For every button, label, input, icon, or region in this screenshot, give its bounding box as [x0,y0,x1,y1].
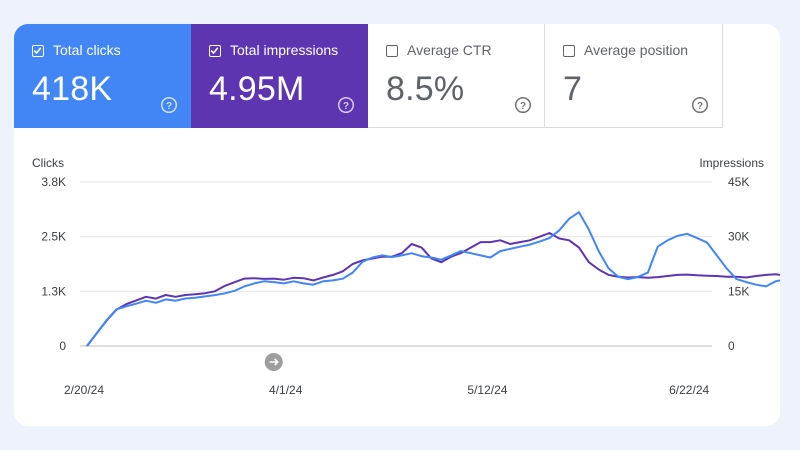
help-circle-icon[interactable]: ? [514,96,532,114]
help-circle-icon[interactable]: ? [160,96,178,114]
right-tick-label: 0 [728,339,735,353]
x-tick-label: 6/22/24 [669,383,709,397]
chart-svg: Clicks Impressions 3.8K 45K 2.5K 30K 1.3K 15K… [32,156,780,397]
right-tick-label: 15K [728,284,749,298]
metric-value: 4.95M [209,70,305,108]
svg-text:?: ? [166,101,172,112]
checkbox-icon[interactable] [209,45,221,57]
performance-card: Total clicks 418K ? Total impressions 4.… [14,24,780,426]
right-axis-title: Impressions [699,156,764,170]
metric-label: Average CTR [407,42,492,58]
metric-label: Total clicks [53,42,121,58]
series-line-total-clicks [86,211,780,347]
metric-tabs: Total clicks 418K ? Total impressions 4.… [14,24,724,128]
metric-average-position[interactable]: Average position 7 ? [545,24,723,128]
svg-text:?: ? [343,101,349,112]
help-circle-icon[interactable]: ? [691,96,709,114]
left-tick-label: 2.5K [41,230,66,244]
left-axis-title: Clicks [32,156,64,170]
x-tick-label: 2/20/24 [64,383,104,397]
series-line-total-impressions [86,232,780,347]
svg-text:?: ? [697,101,703,112]
metric-value: 418K [32,70,113,108]
left-tick-label: 3.8K [41,175,66,189]
svg-text:?: ? [520,101,526,112]
checkbox-icon[interactable] [386,45,398,57]
metric-label: Average position [584,42,689,58]
metric-value: 7 [563,70,583,108]
left-tick-label: 1.3K [41,284,66,298]
right-tick-label: 45K [728,175,749,189]
metric-total-clicks[interactable]: Total clicks 418K ? [14,24,191,128]
checkbox-icon[interactable] [32,45,44,57]
arrow-glyph [269,358,279,366]
right-tick-label: 30K [728,230,749,244]
x-tick-label: 4/1/24 [269,383,303,397]
performance-chart: Clicks Impressions 3.8K 45K 2.5K 30K 1.3K 15K… [14,128,780,426]
metric-value: 8.5% [386,70,465,108]
metric-total-impressions[interactable]: Total impressions 4.95M ? [191,24,368,128]
annotation-marker[interactable] [264,353,283,371]
axis-ticks: 3.8K 45K 2.5K 30K 1.3K 15K 0 0 2/20/24 4/1/24 5/12… [41,175,749,397]
series-lines [86,211,780,347]
metric-label: Total impressions [230,42,339,58]
left-tick-label: 0 [59,339,66,353]
x-tick-label: 5/12/24 [467,383,507,397]
checkbox-icon[interactable] [563,45,575,57]
help-circle-icon[interactable]: ? [337,96,355,114]
metric-average-ctr[interactable]: Average CTR 8.5% ? [368,24,545,128]
gridlines [80,181,712,347]
